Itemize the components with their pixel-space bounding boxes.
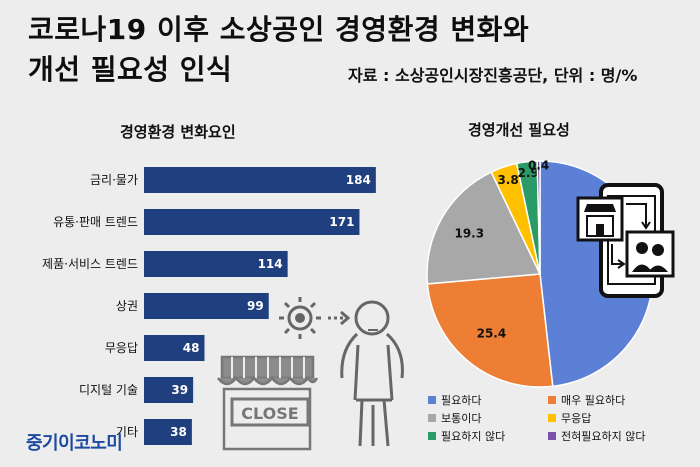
category-label: 디지털 기술 bbox=[79, 383, 138, 397]
source-note: 자료 : 소상공인시장진흥공단, 단위 : 명/% bbox=[348, 66, 638, 85]
virus-person-icon bbox=[279, 297, 404, 447]
title-line-2: 개선 필요성 인식 bbox=[28, 53, 233, 86]
legend-swatch bbox=[428, 414, 436, 422]
bar-value-label: 48 bbox=[183, 341, 200, 355]
legend-label: 전혀필요하지 않다 bbox=[561, 429, 645, 443]
phone-commerce-icon bbox=[576, 183, 675, 298]
legend-label: 보통이다 bbox=[441, 412, 481, 425]
legend-label: 무응답 bbox=[561, 412, 591, 425]
legend-swatch bbox=[548, 414, 556, 422]
category-label: 제품·서비스 트렌드 bbox=[42, 257, 138, 271]
bar-value-label: 171 bbox=[329, 215, 354, 229]
closed-store-icon: CLOSE bbox=[217, 355, 319, 451]
bar bbox=[144, 419, 192, 445]
bar-value-label: 99 bbox=[247, 299, 264, 313]
bar-value-label: 114 bbox=[258, 257, 283, 271]
category-label: 상권 bbox=[116, 299, 138, 313]
pie-slice bbox=[426, 171, 542, 285]
category-label: 유통·판매 트렌드 bbox=[53, 215, 138, 229]
pie-chart-title: 경영개선 필요성 bbox=[468, 121, 570, 139]
legend-label: 필요하다 bbox=[441, 393, 481, 407]
pie-slice bbox=[536, 160, 541, 275]
publisher-logo: 중기이코노미 bbox=[26, 433, 123, 454]
category-label: 기타 bbox=[116, 425, 138, 439]
bar-value-label: 184 bbox=[346, 173, 371, 187]
category-label: 금리·물가 bbox=[90, 173, 138, 187]
bar bbox=[144, 251, 288, 277]
bar bbox=[144, 293, 269, 319]
bar bbox=[144, 209, 360, 235]
bar bbox=[144, 167, 376, 193]
bar bbox=[144, 335, 205, 361]
title-line-1: 코로나19 이후 소상공인 경영환경 변화와 bbox=[28, 13, 530, 46]
pie-slice bbox=[426, 273, 554, 388]
page-title: 코로나19 이후 소상공인 경영환경 변화와 개선 필요성 인식 bbox=[28, 10, 529, 90]
bar-value-label: 39 bbox=[171, 383, 188, 397]
legend-label: 매우 필요하다 bbox=[561, 393, 625, 407]
bar-chart-title: 경영환경 변화요인 bbox=[120, 123, 236, 141]
slice-value-label: 3.8 bbox=[497, 173, 518, 187]
svg-text:CLOSE: CLOSE bbox=[241, 404, 298, 423]
slice-value-label: 25.4 bbox=[477, 327, 507, 341]
bar-value-label: 38 bbox=[170, 425, 187, 439]
legend-swatch bbox=[428, 396, 436, 404]
legend-label: 필요하지 않다 bbox=[441, 429, 505, 443]
legend-swatch bbox=[428, 432, 436, 440]
slice-value-label: 19.3 bbox=[454, 227, 484, 241]
category-label: 무응답 bbox=[105, 341, 138, 355]
legend-swatch bbox=[548, 432, 556, 440]
legend-swatch bbox=[548, 396, 556, 404]
bar-chart: 금리·물가 184 유통·판매 트렌드 171 제품·서비스 트렌드 114 상권 99 무응답… bbox=[42, 167, 376, 445]
bar bbox=[144, 377, 194, 403]
slice-value-label: 2.9 bbox=[518, 166, 539, 180]
slice-value-label: 0.4 bbox=[528, 159, 549, 173]
